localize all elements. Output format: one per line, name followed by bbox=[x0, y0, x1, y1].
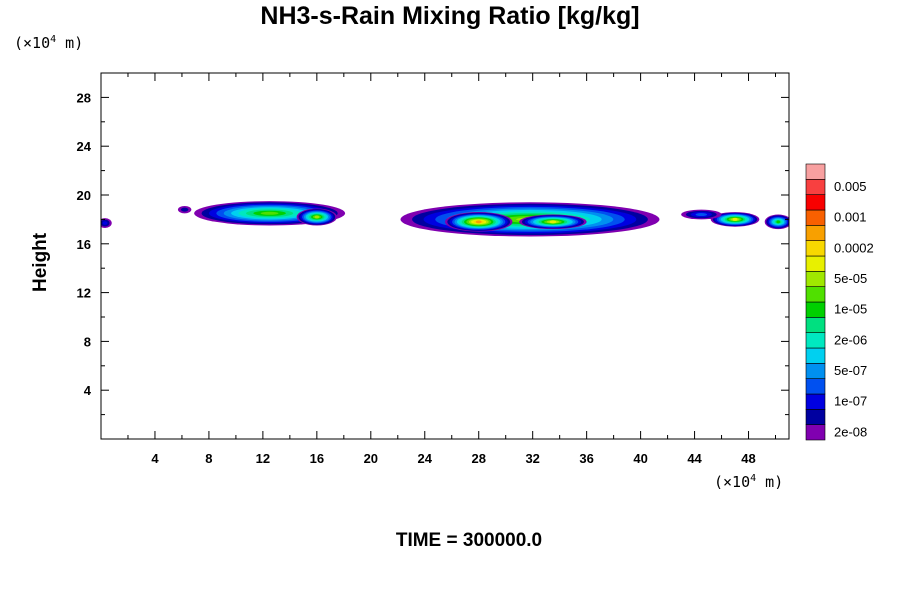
colorbar-swatch bbox=[805, 317, 826, 333]
y-tick-label: 20 bbox=[77, 188, 91, 203]
contour-level bbox=[102, 221, 108, 225]
y-tick-label: 12 bbox=[77, 286, 91, 301]
contour-level bbox=[260, 211, 279, 215]
x-tick-label: 20 bbox=[364, 451, 378, 466]
colorbar-swatch bbox=[805, 271, 826, 287]
contour-level bbox=[180, 207, 189, 212]
colorbar-label: 0.005 bbox=[834, 179, 867, 194]
y-unit-suffix: m) bbox=[56, 34, 84, 52]
contour-region bbox=[445, 212, 513, 232]
contour-region bbox=[101, 218, 112, 228]
x-tick-label: 44 bbox=[687, 451, 702, 466]
colorbar: 2e-08 1e-07 5e-07 2e-06 1e-05 5e-05 0.0002 0.00… bbox=[805, 163, 874, 441]
colorbar-swatch bbox=[805, 179, 826, 195]
contour-level bbox=[475, 220, 482, 224]
x-tick-label: 28 bbox=[471, 451, 485, 466]
x-unit-prefix: (×10 bbox=[714, 473, 751, 491]
y-tick-label: 4 bbox=[84, 383, 92, 398]
colorbar-label: 0.0002 bbox=[834, 240, 874, 255]
colorbar-swatch bbox=[805, 225, 826, 241]
colorbar-swatch bbox=[805, 194, 826, 211]
plot-frame bbox=[100, 72, 790, 440]
colorbar-swatch bbox=[805, 347, 826, 364]
contour-region bbox=[519, 214, 587, 230]
colorbar-label: 0.001 bbox=[834, 210, 867, 225]
colorbar-label: 1e-05 bbox=[834, 302, 867, 317]
x-tick-label: 24 bbox=[418, 451, 433, 466]
contour-region bbox=[177, 205, 192, 214]
chart-title: NH3-s-Rain Mixing Ratio [kg/kg] bbox=[260, 2, 640, 30]
y-tick-label: 8 bbox=[84, 334, 91, 349]
contour-level bbox=[776, 220, 781, 224]
colorbar-swatch bbox=[805, 393, 826, 410]
contour-region bbox=[764, 214, 789, 230]
x-tick-label: 8 bbox=[205, 451, 212, 466]
x-unit-suffix: m) bbox=[756, 473, 784, 491]
colorbar-swatch bbox=[805, 424, 826, 441]
colorbar-swatch bbox=[805, 409, 826, 425]
colorbar-label: 1e-07 bbox=[834, 394, 867, 409]
colorbar-swatch bbox=[805, 301, 826, 318]
colorbar-label: 5e-07 bbox=[834, 363, 867, 378]
x-tick-label: 16 bbox=[310, 451, 324, 466]
colorbar-label: 2e-08 bbox=[834, 424, 867, 439]
contour-level bbox=[549, 220, 557, 224]
colorbar-swatch bbox=[805, 163, 826, 180]
x-tick-label: 40 bbox=[633, 451, 647, 466]
colorbar-swatch bbox=[805, 332, 826, 349]
colorbar-swatch bbox=[805, 209, 826, 226]
contour-level bbox=[732, 217, 738, 221]
x-tick-label: 12 bbox=[256, 451, 270, 466]
contour-level bbox=[695, 213, 708, 217]
colorbar-swatch bbox=[805, 255, 826, 272]
contour-level bbox=[314, 215, 320, 219]
y-axis-unit: (×104 m) bbox=[14, 34, 83, 52]
y-tick-label: 16 bbox=[77, 237, 91, 252]
colorbar-swatch bbox=[805, 378, 826, 395]
x-axis-unit: (×104 m) bbox=[714, 473, 783, 491]
contour-field bbox=[101, 201, 789, 237]
y-unit-prefix: (×10 bbox=[14, 34, 51, 52]
colorbar-swatch bbox=[805, 363, 826, 379]
contour-region bbox=[710, 212, 760, 227]
x-tick-label: 36 bbox=[579, 451, 593, 466]
x-unit-exp: 4 bbox=[750, 473, 757, 484]
x-tick-label: 48 bbox=[741, 451, 755, 466]
x-tick-label: 32 bbox=[525, 451, 539, 466]
y-tick-label: 28 bbox=[77, 90, 91, 105]
colorbar-swatch bbox=[805, 286, 826, 303]
contour-region bbox=[681, 209, 722, 220]
y-tick-label: 24 bbox=[77, 139, 92, 154]
y-unit-exp: 4 bbox=[50, 34, 57, 45]
colorbar-swatch bbox=[805, 240, 826, 257]
colorbar-label: 2e-06 bbox=[834, 332, 867, 347]
contour-region bbox=[296, 208, 338, 226]
x-tick-label: 4 bbox=[151, 451, 159, 466]
colorbar-label: 5e-05 bbox=[834, 271, 867, 286]
time-footer: TIME = 300000.0 bbox=[395, 530, 543, 551]
